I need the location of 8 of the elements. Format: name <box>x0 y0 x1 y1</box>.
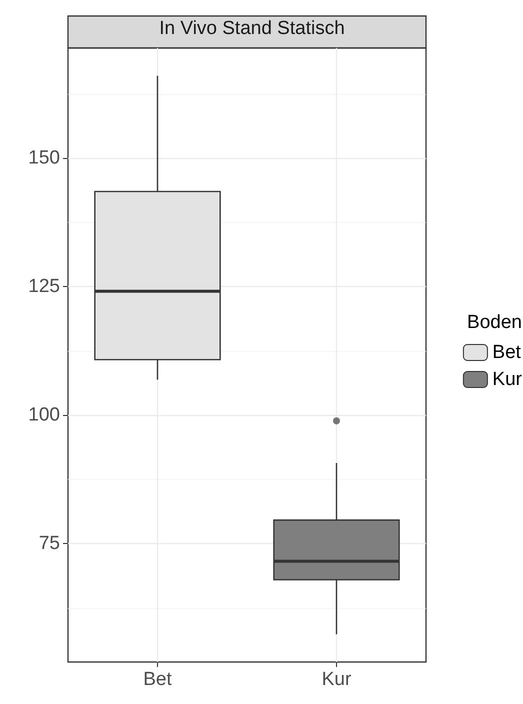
y-tick-label: 75 <box>38 533 60 554</box>
legend-label: Bet <box>492 342 522 363</box>
legend-title: Boden <box>467 312 522 333</box>
y-tick-label: 125 <box>28 276 60 298</box>
y-tick-label: 100 <box>28 404 60 426</box>
y-tick-label: 150 <box>28 148 60 169</box>
chart-title: In Vivo Stand Statisch <box>159 18 345 39</box>
legend-label: Kur <box>492 369 523 390</box>
